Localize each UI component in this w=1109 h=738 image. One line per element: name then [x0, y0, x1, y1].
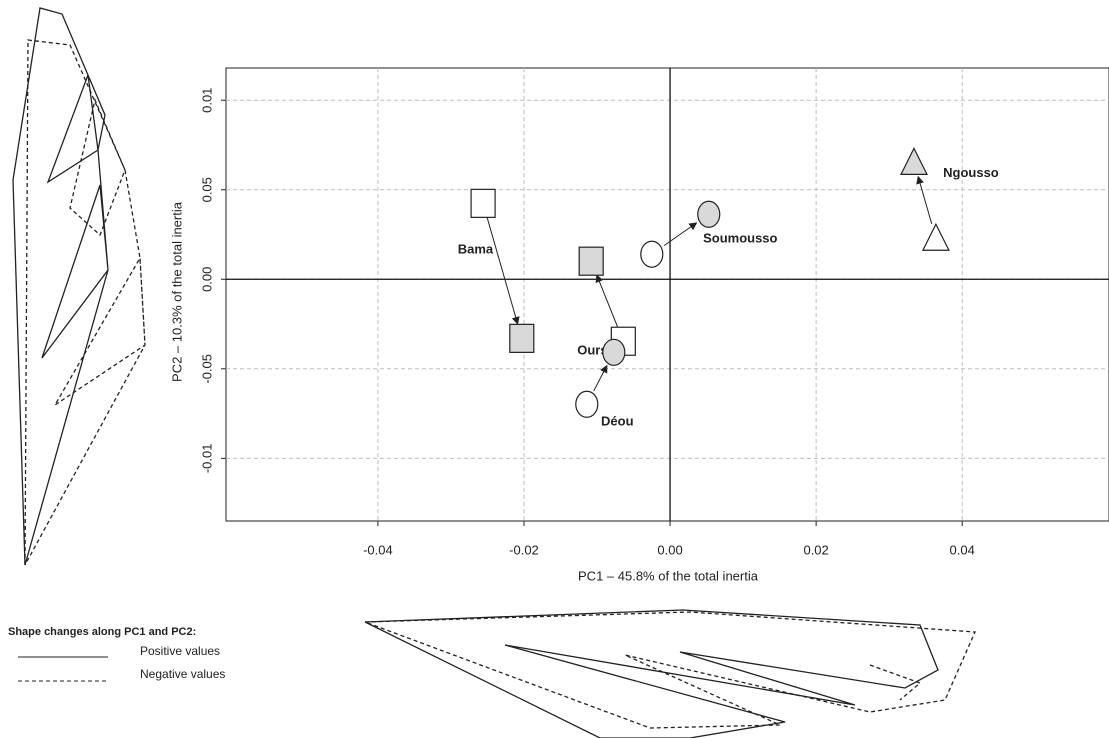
point — [900, 147, 928, 175]
arrow — [916, 175, 933, 225]
point — [509, 323, 535, 353]
point — [575, 390, 599, 418]
x-tick-label: 0.04 — [950, 542, 975, 557]
point-label: Bama — [458, 241, 494, 256]
x-tick-label: -0.04 — [363, 542, 393, 557]
y-tick-label: 0.01 — [199, 88, 214, 113]
point-label: Déou — [601, 414, 634, 429]
x-tick-label: 0.00 — [657, 542, 682, 557]
legend-label: Negative values — [140, 667, 225, 681]
arrow — [595, 274, 619, 328]
legend-label: Positive values — [140, 644, 220, 658]
arrow — [486, 217, 520, 325]
x-tick-label: -0.02 — [509, 542, 539, 557]
x-tick-label: 0.02 — [803, 542, 828, 557]
y-axis-title: PC2 – 10.3% of the total inertia — [169, 201, 184, 382]
point — [470, 188, 496, 218]
y-tick-label: 0.00 — [199, 267, 214, 292]
y-tick-label: 0.05 — [199, 177, 214, 202]
point — [602, 338, 626, 366]
x-axis-title: PC1 – 45.8% of the total inertia — [578, 568, 759, 583]
arrow — [663, 222, 698, 247]
legend-title: Shape changes along PC1 and PC2: — [8, 626, 196, 638]
point-label: Ngousso — [943, 165, 999, 180]
plot-area — [225, 67, 1109, 522]
point — [697, 200, 721, 228]
wing-bottom — [364, 609, 976, 738]
point-label: Soumousso — [703, 231, 777, 246]
y-tick-label: -0.01 — [199, 444, 214, 474]
y-tick-label: -0.05 — [199, 354, 214, 384]
point — [640, 240, 664, 268]
arrow — [593, 364, 608, 392]
wing-left — [12, 7, 146, 566]
point — [921, 222, 950, 251]
point — [578, 246, 604, 276]
